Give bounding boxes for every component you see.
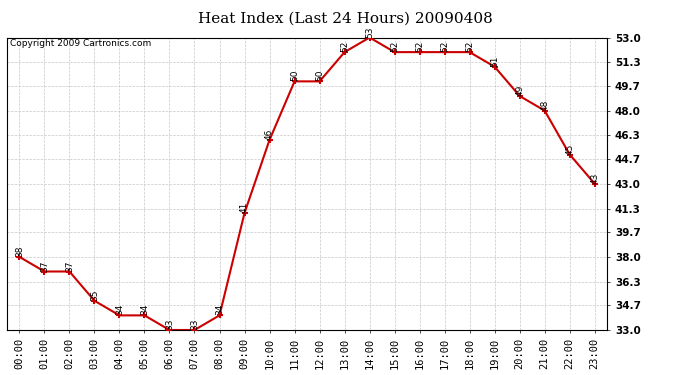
Text: 52: 52 [390,41,399,52]
Text: 46: 46 [265,129,274,140]
Text: 50: 50 [290,70,299,81]
Text: Heat Index (Last 24 Hours) 20090408: Heat Index (Last 24 Hours) 20090408 [197,11,493,25]
Text: 52: 52 [415,41,424,52]
Text: 41: 41 [240,202,249,213]
Text: 38: 38 [15,245,24,257]
Text: 52: 52 [440,41,449,52]
Text: 34: 34 [140,304,149,315]
Text: 34: 34 [115,304,124,315]
Text: Copyright 2009 Cartronics.com: Copyright 2009 Cartronics.com [10,39,151,48]
Text: 45: 45 [565,143,574,154]
Text: 43: 43 [590,172,599,184]
Text: 51: 51 [490,55,499,67]
Text: 37: 37 [40,260,49,272]
Text: 53: 53 [365,26,374,38]
Text: 49: 49 [515,85,524,96]
Text: 37: 37 [65,260,74,272]
Text: 34: 34 [215,304,224,315]
Text: 50: 50 [315,70,324,81]
Text: 48: 48 [540,99,549,111]
Text: 33: 33 [165,318,174,330]
Text: 33: 33 [190,318,199,330]
Text: 35: 35 [90,289,99,301]
Text: 52: 52 [340,41,349,52]
Text: 52: 52 [465,41,474,52]
